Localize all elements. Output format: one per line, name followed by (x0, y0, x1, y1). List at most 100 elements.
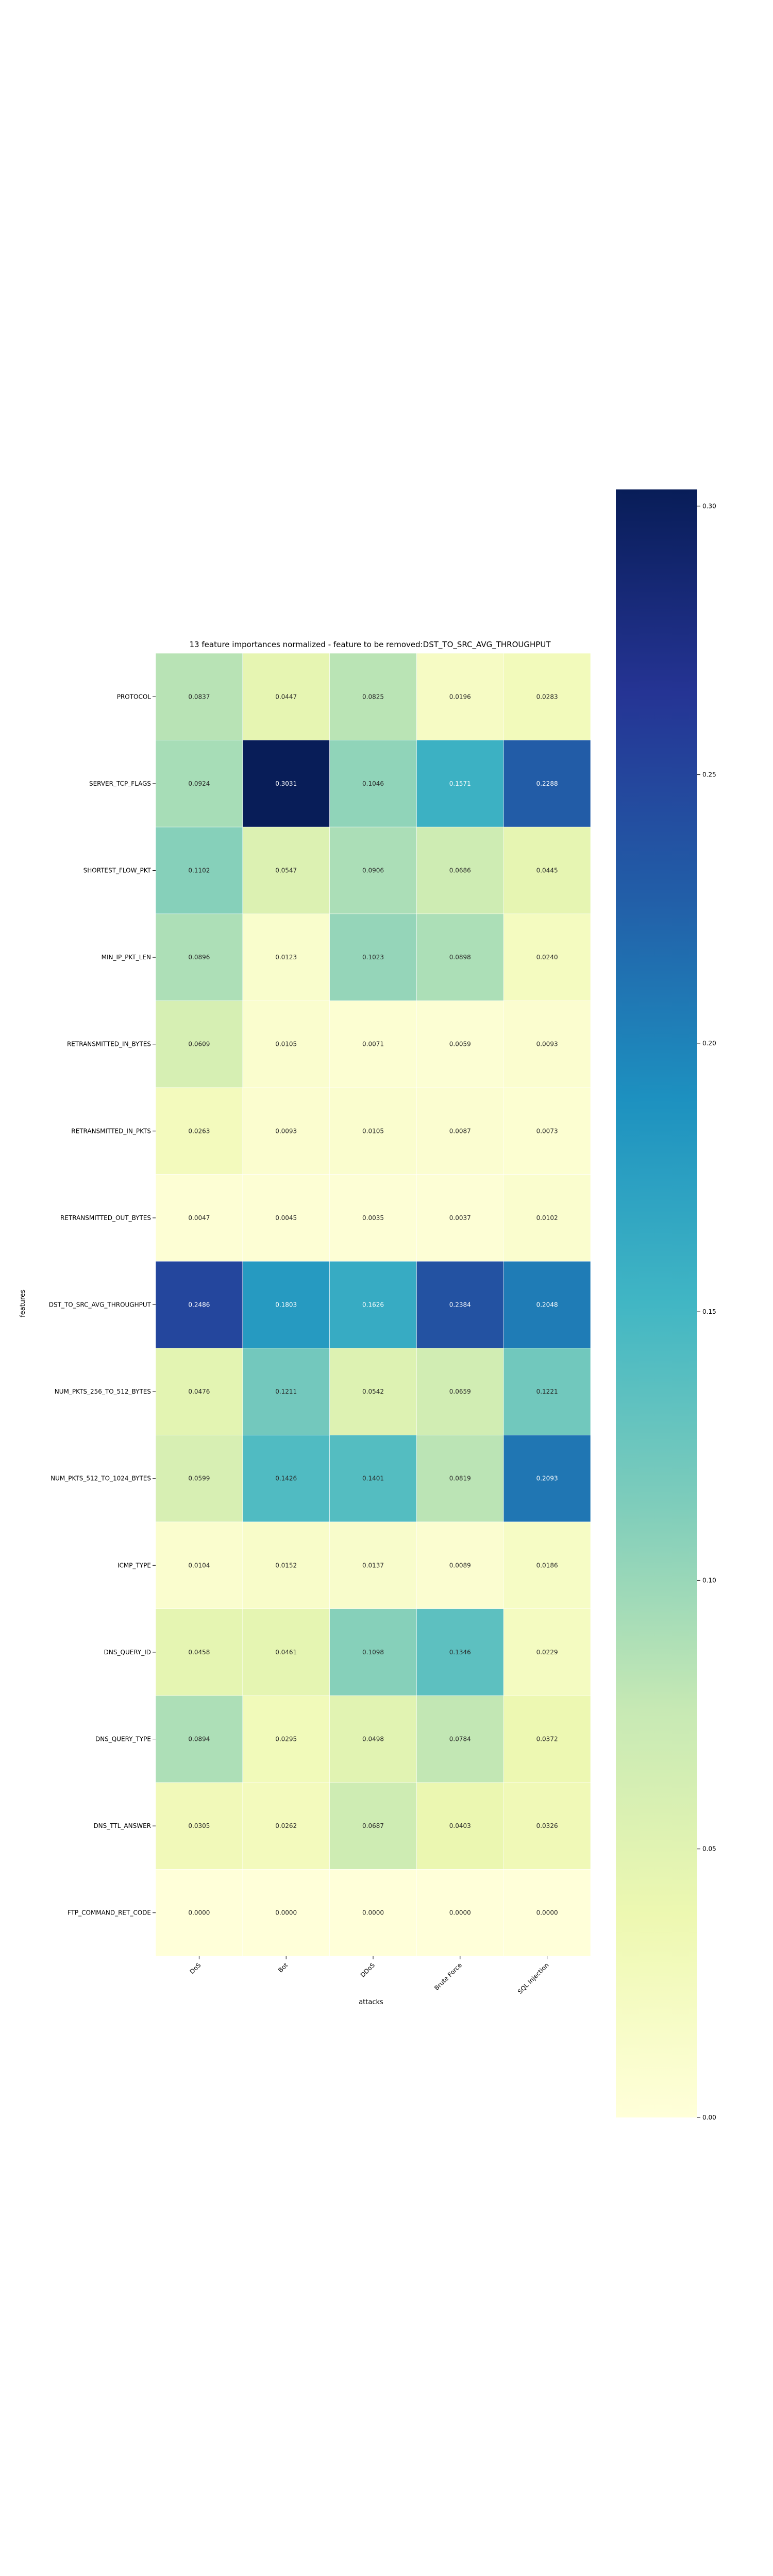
cell-value-label: 0.0599 (188, 1475, 210, 1482)
heatmap-cell (242, 1782, 330, 1870)
y-tick-label: SERVER_TCP_FLAGS (89, 780, 151, 787)
heatmap-cell (329, 1521, 417, 1609)
cell-value-label: 0.0071 (362, 1041, 384, 1048)
heatmap-cell (155, 1261, 243, 1349)
cell-value-label: 0.0152 (275, 1562, 297, 1569)
heatmap-cell (416, 1521, 504, 1609)
heatmap-cell (242, 740, 330, 827)
y-tick-label: NUM_PKTS_256_TO_512_BYTES (55, 1388, 151, 1395)
cell-value-label: 0.0000 (275, 1909, 297, 1917)
heatmap-cell (329, 826, 417, 914)
cell-value-label: 0.0898 (449, 954, 471, 961)
cell-value-label: 0.0476 (188, 1388, 210, 1395)
y-tick-label: RETRANSMITTED_IN_PKTS (71, 1127, 151, 1134)
cell-value-label: 0.0458 (188, 1649, 210, 1656)
heatmap-cell (503, 1695, 591, 1783)
cell-value-label: 0.1211 (275, 1388, 297, 1395)
heatmap-cell (155, 1174, 243, 1262)
heatmap-cell (155, 1782, 243, 1870)
colorbar (616, 489, 697, 2117)
colorbar-tick-label: 0.00 (702, 2114, 716, 2121)
cell-value-label: 0.2486 (188, 1301, 210, 1309)
cell-value-label: 0.0196 (449, 693, 471, 700)
y-tick-label: NUM_PKTS_512_TO_1024_BYTES (51, 1475, 151, 1482)
cell-value-label: 0.0447 (275, 693, 297, 700)
heatmap-cell (503, 1435, 591, 1522)
x-axis-label: attacks (359, 1998, 383, 2006)
cell-value-label: 0.0819 (449, 1475, 471, 1482)
heatmap-cell (329, 1782, 417, 1870)
heatmap-cell (503, 1261, 591, 1349)
cell-value-label: 0.0609 (188, 1041, 210, 1048)
cell-value-label: 0.1102 (188, 867, 210, 874)
heatmap-cell (503, 740, 591, 827)
heatmap-cell (503, 826, 591, 914)
heatmap-cell (416, 1348, 504, 1435)
cell-value-label: 0.0542 (362, 1388, 384, 1395)
heatmap-cell (416, 1608, 504, 1696)
cell-value-label: 0.0894 (188, 1736, 210, 1743)
colorbar-ticks: 0.00 0.05 0.10 0.15 0.20 0.25 0.30 (697, 502, 716, 2121)
cell-value-label: 0.1401 (362, 1475, 384, 1482)
heatmap-cell (503, 1001, 591, 1088)
cell-value-label: 0.0403 (449, 1822, 471, 1829)
cell-value-label: 0.0262 (275, 1822, 297, 1829)
cell-value-label: 0.0047 (188, 1214, 210, 1222)
heatmap-cell (416, 1174, 504, 1262)
heatmap-cell (242, 1348, 330, 1435)
cell-value-label: 0.0037 (449, 1214, 471, 1222)
x-tick-label: DoS (189, 1961, 203, 1975)
heatmap-cell (329, 740, 417, 827)
colorbar-tick-label: 0.15 (702, 1308, 716, 1315)
cell-value-label: 0.2048 (536, 1301, 558, 1309)
heatmap-cell (155, 1869, 243, 1957)
cell-value-label: 0.0445 (536, 867, 558, 874)
cell-value-label: 0.0240 (536, 954, 558, 961)
heatmap-cell (242, 1261, 330, 1349)
cell-value-label: 0.0825 (362, 693, 384, 700)
heatmap-cell (416, 1435, 504, 1522)
cell-value-label: 0.0461 (275, 1649, 297, 1656)
heatmap-cell (503, 1608, 591, 1696)
heatmap-cell (155, 653, 243, 740)
heatmap-cell (155, 1001, 243, 1088)
cell-value-label: 0.0059 (449, 1041, 471, 1048)
heatmap-cell (329, 1348, 417, 1435)
heatmap-cell (416, 1782, 504, 1870)
heatmap-cell (416, 826, 504, 914)
cell-value-label: 0.1803 (275, 1301, 297, 1309)
heatmap-cell (155, 1521, 243, 1609)
heatmap-grid: 0.0837 0.0447 0.0825 0.0196 0.0283 0.0924 0.30… (155, 653, 591, 1957)
cell-value-label: 0.1626 (362, 1301, 384, 1309)
heatmap-cell (503, 1521, 591, 1609)
cell-value-label: 0.2288 (536, 780, 558, 787)
heatmap-cell (416, 1869, 504, 1957)
heatmap-cell (416, 1695, 504, 1783)
cell-value-label: 0.0102 (536, 1214, 558, 1222)
y-axis: PROTOCOL SERVER_TCP_FLAGS SHORTEST_FLOW_PK… (49, 693, 156, 1917)
y-tick-label: RETRANSMITTED_IN_BYTES (67, 1041, 151, 1048)
heatmap-cell (242, 1087, 330, 1175)
cell-value-label: 0.1023 (362, 954, 384, 961)
cell-value-label: 0.0093 (536, 1041, 558, 1048)
y-tick-label: DNS_TTL_ANSWER (93, 1822, 151, 1829)
cell-value-label: 0.0283 (536, 693, 558, 700)
y-tick-label: DNS_QUERY_ID (104, 1649, 151, 1656)
y-tick-label: FTP_COMMAND_RET_CODE (68, 1909, 151, 1917)
colorbar-tick-label: 0.25 (702, 771, 716, 778)
cell-value-label: 0.0105 (275, 1041, 297, 1048)
heatmap-cell (503, 1087, 591, 1175)
cell-value-label: 0.0924 (188, 780, 210, 787)
cell-value-label: 0.0104 (188, 1562, 210, 1569)
cell-value-label: 0.0686 (449, 867, 471, 874)
heatmap-cell (503, 1348, 591, 1435)
x-tick-label: Bot (277, 1961, 289, 1974)
cell-value-label: 0.0372 (536, 1736, 558, 1743)
cell-value-label: 0.0687 (362, 1822, 384, 1829)
cell-value-label: 0.0305 (188, 1822, 210, 1829)
cell-value-label: 0.0000 (362, 1909, 384, 1917)
cell-value-label: 0.0186 (536, 1562, 558, 1569)
colorbar-tick-label: 0.20 (702, 1040, 716, 1047)
y-axis-label: features (19, 1290, 27, 1317)
cell-value-label: 0.0000 (536, 1909, 558, 1917)
